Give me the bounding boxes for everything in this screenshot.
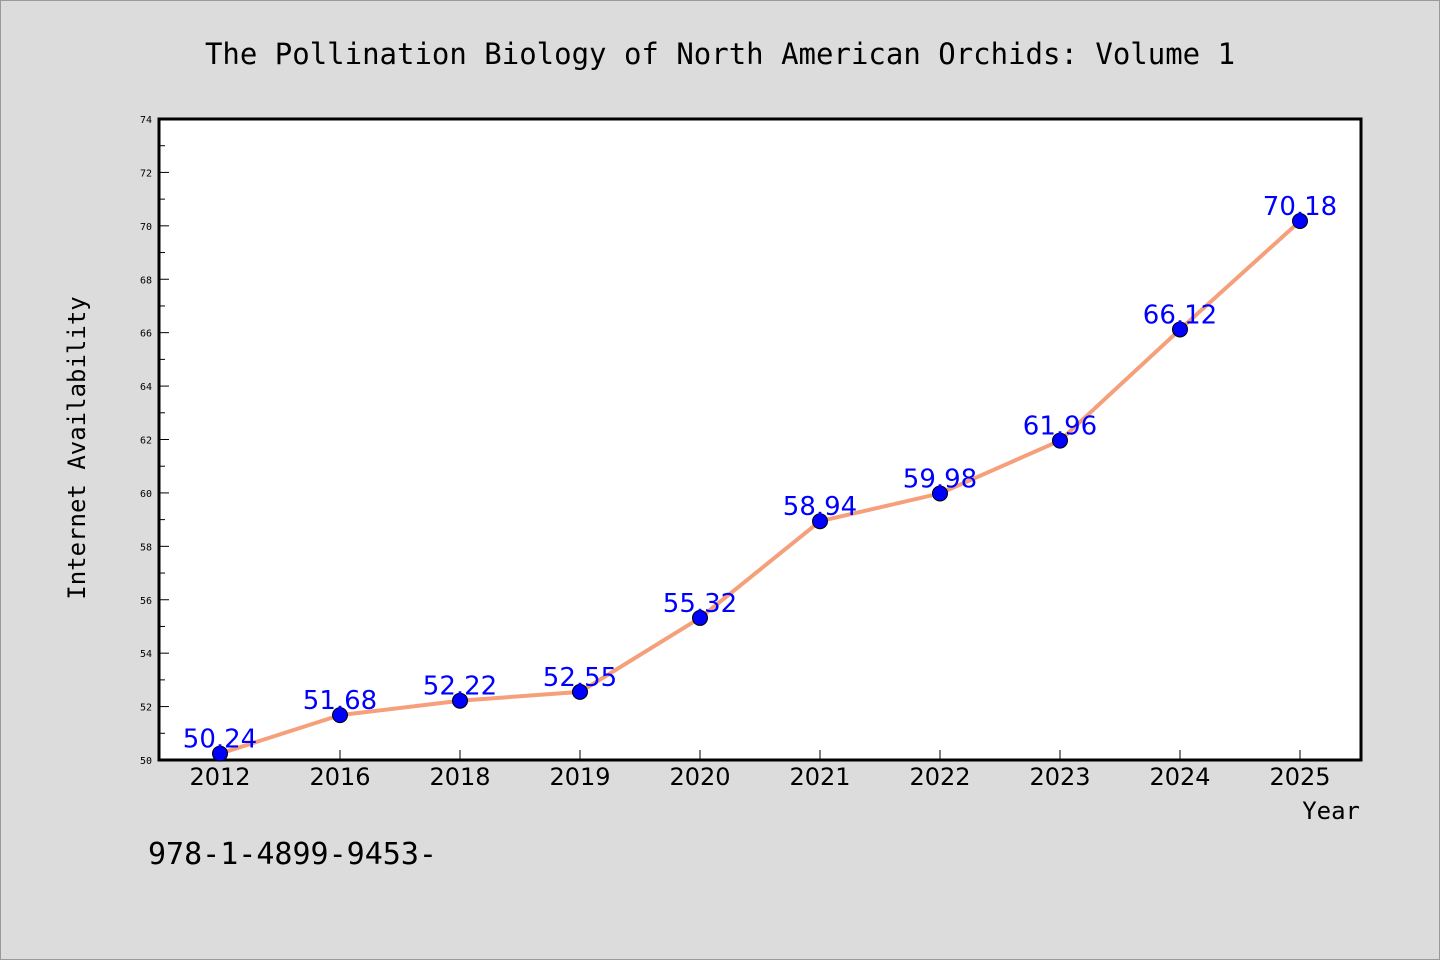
data-label: 51.68	[303, 686, 377, 716]
data-label: 55.32	[663, 589, 737, 619]
data-point	[452, 692, 468, 709]
y-axis-label: Internet Availability	[63, 296, 91, 599]
data-point	[572, 683, 588, 700]
y-axis-ticks: 50 52 54 56 58 60 62 64 66 68 70 72 74	[140, 115, 169, 767]
y-tick-label: 50	[140, 756, 152, 767]
y-tick-label: 64	[140, 382, 152, 393]
x-tick-label: 2022	[909, 763, 970, 791]
series-line	[218, 219, 1302, 756]
x-tick-label: 2016	[309, 763, 370, 791]
x-axis-label: Year	[1302, 797, 1360, 825]
y-tick-label: 62	[140, 436, 152, 447]
x-tick-label: 2018	[429, 763, 490, 791]
series-group	[212, 213, 1308, 762]
x-tick-label: 2020	[669, 763, 730, 791]
y-tick-label: 54	[140, 649, 152, 660]
y-tick-label: 70	[140, 222, 152, 233]
data-label: 52.22	[423, 672, 497, 702]
data-point	[1052, 432, 1068, 449]
y-tick-label: 60	[140, 489, 152, 500]
x-tick-label: 2024	[1149, 763, 1210, 791]
x-tick-label: 2025	[1269, 763, 1330, 791]
y-tick-label: 56	[140, 596, 152, 607]
chart-title: The Pollination Biology of North America…	[205, 37, 1235, 71]
data-point	[932, 485, 948, 502]
data-point	[332, 707, 348, 724]
y-tick-label: 72	[140, 168, 152, 179]
data-label: 50.24	[183, 725, 257, 755]
data-label: 52.55	[543, 663, 617, 693]
data-point	[692, 609, 708, 626]
data-point	[212, 745, 228, 762]
plot-area	[157, 117, 1363, 762]
data-label: 59.98	[903, 464, 977, 494]
x-axis-ticks: 2012 2016 2018 2019 2020 2021 2022 2023 2024 2025	[189, 750, 1331, 791]
data-point	[1292, 213, 1308, 230]
data-labels-group: 50.24 51.68 52.22 52.55 55.32 58.94 59.98 61.96…	[183, 192, 1337, 755]
y-tick-label: 58	[140, 542, 152, 553]
data-label: 58.94	[783, 492, 857, 522]
x-tick-label: 2012	[189, 763, 250, 791]
data-label: 66.12	[1143, 300, 1217, 330]
y-tick-label: 52	[140, 703, 152, 714]
data-point	[812, 513, 828, 530]
x-tick-label: 2023	[1029, 763, 1090, 791]
data-label: 61.96	[1023, 412, 1097, 442]
x-tick-label: 2021	[789, 763, 850, 791]
data-label: 70.18	[1263, 192, 1337, 222]
isbn-text: 978-1-4899-9453-	[148, 837, 437, 872]
y-tick-label: 74	[140, 115, 152, 126]
x-tick-label: 2019	[549, 763, 610, 791]
y-tick-label: 66	[140, 329, 152, 340]
data-point	[1172, 321, 1188, 338]
y-tick-label: 68	[140, 275, 152, 286]
